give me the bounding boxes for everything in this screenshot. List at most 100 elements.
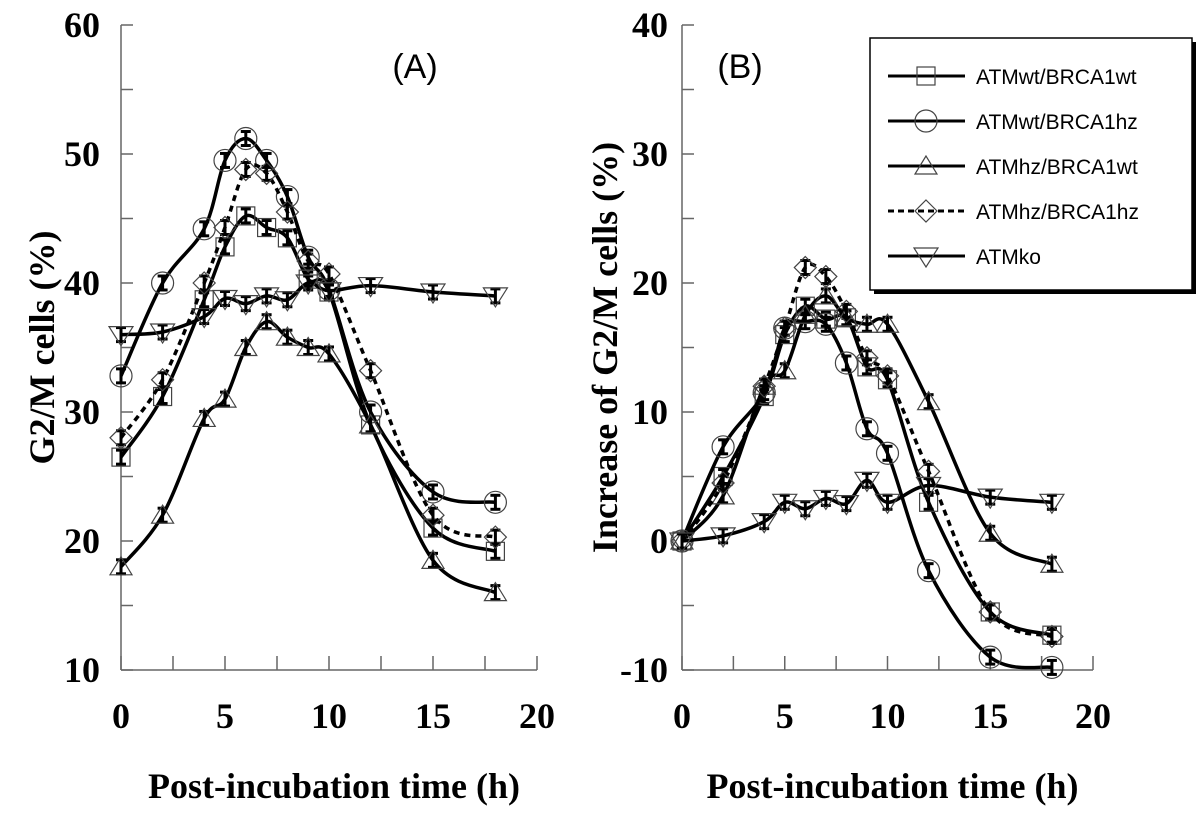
data-point [875,313,900,333]
x-tick-label: 20 [519,696,555,736]
series-line [119,136,496,505]
legend-label: ATMhz/BRCA1hz [976,201,1139,224]
data-point [419,283,447,305]
data-point [853,471,881,493]
data-point [812,489,839,511]
data-point [254,310,279,331]
data-point [793,255,818,280]
data-point [772,316,797,340]
panel-label: (A) [392,48,437,86]
data-point [316,342,342,363]
series-line [119,163,496,539]
data-point [752,374,777,399]
data-point [150,367,175,392]
series-atmwt-brca1hz [109,126,507,514]
data-point [710,527,737,548]
x-tick-label: 15 [415,696,451,736]
series-atmhz-brca1wt [108,310,508,602]
data-point [875,441,900,465]
data-point [874,493,901,515]
y-axis-title: Increase of G2/M cells (%) [585,142,625,553]
data-point [833,494,860,516]
data-point [191,307,218,329]
y-tick-label: 60 [64,5,100,45]
y-tick-label: 0 [650,521,668,561]
series-atmko [107,274,509,347]
legend-marker [914,199,938,223]
y-tick-label: 40 [632,5,668,45]
data-point [274,291,301,312]
data-point [212,387,238,408]
data-point [296,249,321,273]
data-point [420,549,446,569]
data-point [792,500,819,521]
data-point [149,323,176,345]
data-point [978,522,1003,542]
data-point [855,345,879,370]
data-point [108,555,134,576]
legend-marker [914,109,938,133]
legend: ATMwt/BRCA1wt ATMwt/BRCA1hz ATMhz/BRCA1wt A… [869,37,1196,294]
data-point [1040,655,1064,680]
data-point [1038,493,1065,515]
data-point [483,490,507,514]
series-line [681,478,1053,543]
data-point [711,435,735,459]
data-point [814,312,838,336]
data-point [192,407,217,428]
legend-marker [916,66,936,86]
series-line [680,262,1053,639]
data-point [150,504,175,524]
data-point [295,274,322,296]
data-point [192,271,217,295]
data-point [793,304,818,324]
series-line [119,319,497,595]
x-tick-label: 20 [1075,696,1111,736]
data-point [109,364,133,388]
x-axis-title: Post-incubation time (h) [148,766,520,806]
data-point [711,471,735,495]
data-point [978,600,1003,624]
data-point [358,413,383,434]
data-point [980,602,1000,622]
data-point [213,215,237,240]
data-point [916,559,941,583]
x-tick-label: 15 [972,696,1008,736]
data-point [109,425,133,450]
data-point [916,390,941,411]
data-point [236,206,256,226]
x-tick-label: 10 [311,696,347,736]
data-point [421,503,445,528]
y-tick-label: 10 [64,650,100,690]
data-point [1040,624,1064,649]
y-tick-label: 20 [632,263,668,303]
data-point [834,351,859,375]
y-axis-title: G2/M cells (%) [22,231,62,465]
data-point [813,284,838,305]
y-tick-label: 40 [64,263,100,303]
series-atmhz-brca1hz [109,157,508,549]
x-tick-label: 5 [216,696,234,736]
data-point [1039,553,1064,573]
series-line [120,281,496,337]
data-point [213,148,237,173]
data-point [275,326,300,346]
y-tick-label: 30 [632,134,668,174]
data-point [915,476,942,498]
y-tick-label: 20 [64,521,100,561]
data-point [751,513,778,534]
data-point [483,581,508,602]
data-point [296,336,321,357]
data-point [107,326,135,347]
data-point [855,417,879,441]
legend-label: ATMko [976,246,1041,269]
x-tick-label: 5 [776,696,794,736]
data-point [772,359,797,380]
legend-marker [913,154,939,175]
data-point [668,532,696,554]
x-tick-label: 0 [673,696,691,736]
x-axis-title: Post-incubation time (h) [707,766,1079,806]
data-point [834,299,859,324]
legend-label: ATMhz/BRCA1wt [976,156,1138,179]
